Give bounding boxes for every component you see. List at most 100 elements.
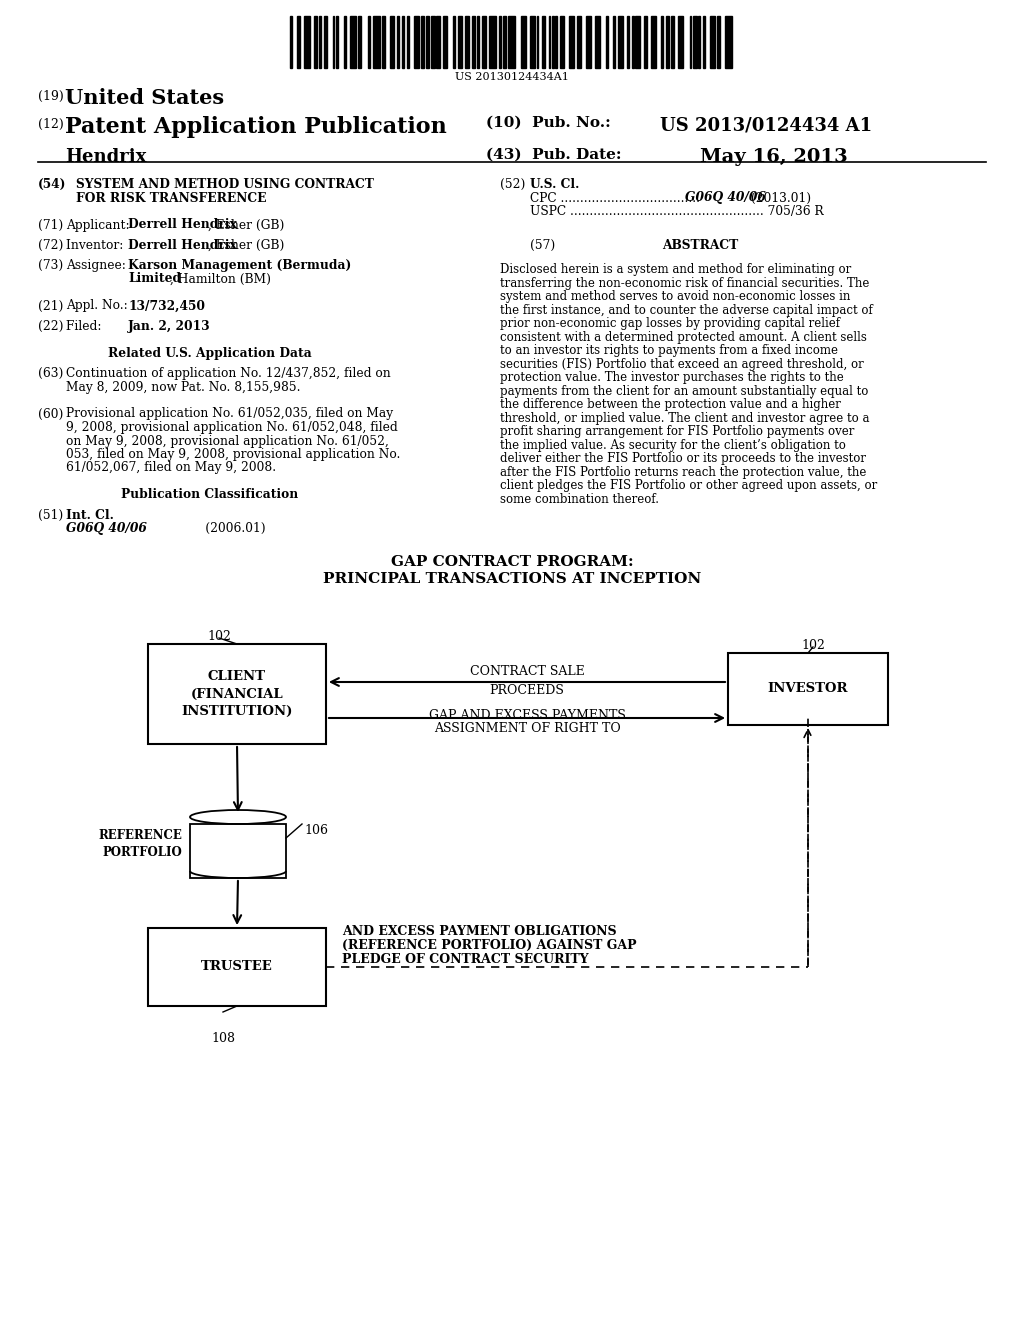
Bar [595, 16, 600, 69]
Text: May 8, 2009, now Pat. No. 8,155,985.: May 8, 2009, now Pat. No. 8,155,985. [66, 380, 300, 393]
Bar [443, 16, 446, 69]
Bar [390, 16, 394, 69]
Text: Applicant:: Applicant: [66, 219, 137, 231]
Text: TRUSTEE: TRUSTEE [201, 961, 272, 974]
Text: (71): (71) [38, 219, 63, 231]
Bar [569, 16, 574, 69]
Bar [336, 16, 338, 69]
Bar [402, 16, 404, 69]
Bar [698, 16, 700, 69]
Bar [555, 16, 557, 69]
Bar [711, 16, 716, 69]
Text: 108: 108 [211, 1032, 234, 1045]
Bar [426, 16, 429, 69]
Bar [678, 16, 683, 69]
Bar [414, 16, 419, 69]
Text: United States: United States [65, 88, 224, 108]
Bar [397, 16, 399, 69]
Text: FOR RISK TRANSFERENCE: FOR RISK TRANSFERENCE [76, 191, 266, 205]
Bar [613, 16, 615, 69]
Text: INVESTOR: INVESTOR [768, 682, 848, 696]
Text: CONTRACT SALE: CONTRACT SALE [470, 665, 585, 678]
Text: Limited: Limited [128, 272, 181, 285]
Bar [290, 16, 292, 69]
Bar [369, 16, 370, 69]
Bar [333, 16, 334, 69]
Text: GAP AND EXCESS PAYMENTS: GAP AND EXCESS PAYMENTS [429, 709, 626, 722]
Text: consistent with a determined protected amount. A client sells: consistent with a determined protected a… [500, 330, 867, 343]
Bar [549, 16, 550, 69]
Text: , Hamilton (BM): , Hamilton (BM) [170, 272, 271, 285]
Text: US 2013/0124434 A1: US 2013/0124434 A1 [660, 116, 872, 135]
Text: Related U.S. Application Data: Related U.S. Application Data [109, 347, 312, 360]
Bar [650, 16, 655, 69]
Text: May 16, 2013: May 16, 2013 [700, 148, 848, 166]
Text: prior non-economic gap losses by providing capital relief: prior non-economic gap losses by providi… [500, 317, 840, 330]
Text: Inventor:: Inventor: [66, 239, 139, 252]
Bar [324, 16, 328, 69]
Text: CLIENT
(FINANCIAL
INSTITUTION): CLIENT (FINANCIAL INSTITUTION) [181, 671, 293, 718]
Bar [349, 16, 356, 69]
Text: G06Q 40/06: G06Q 40/06 [66, 523, 146, 535]
Bar [586, 16, 591, 69]
Bar [717, 16, 721, 69]
Bar [382, 16, 385, 69]
Bar [408, 16, 409, 69]
Text: 106: 106 [304, 824, 328, 837]
Text: 61/052,067, filed on May 9, 2008.: 61/052,067, filed on May 9, 2008. [66, 462, 276, 474]
Text: (72): (72) [38, 239, 63, 252]
Text: Int. Cl.: Int. Cl. [66, 508, 114, 521]
Text: the first instance, and to counter the adverse capital impact of: the first instance, and to counter the a… [500, 304, 872, 317]
Text: 13/732,450: 13/732,450 [128, 300, 205, 313]
Text: Karson Management (Bermuda): Karson Management (Bermuda) [128, 259, 351, 272]
Text: Hendrix: Hendrix [65, 148, 146, 166]
Text: (57): (57) [530, 239, 555, 252]
Text: to an investor its rights to payments from a fixed income: to an investor its rights to payments fr… [500, 345, 838, 356]
Bar [318, 16, 321, 69]
Text: (19): (19) [38, 90, 63, 103]
Text: AND EXCESS PAYMENT OBLIGATIONS: AND EXCESS PAYMENT OBLIGATIONS [342, 925, 616, 939]
Bar [632, 16, 634, 69]
Bar [472, 16, 475, 69]
Text: 102: 102 [207, 630, 231, 643]
Text: (22): (22) [38, 319, 63, 333]
Text: protection value. The investor purchases the rights to the: protection value. The investor purchases… [500, 371, 844, 384]
Text: REFERENCE
PORTFOLIO: REFERENCE PORTFOLIO [98, 829, 182, 859]
Text: 9, 2008, provisional application No. 61/052,048, filed: 9, 2008, provisional application No. 61/… [66, 421, 397, 434]
Text: PRINCIPAL TRANSACTIONS AT INCEPTION: PRINCIPAL TRANSACTIONS AT INCEPTION [323, 572, 701, 586]
Text: (73): (73) [38, 259, 63, 272]
Bar [489, 16, 496, 69]
Bar [690, 16, 691, 69]
Bar [537, 16, 539, 69]
Text: system and method serves to avoid non-economic losses in: system and method serves to avoid non-ec… [500, 290, 850, 304]
Text: G06Q 40/06: G06Q 40/06 [685, 191, 766, 205]
Text: (54): (54) [38, 178, 67, 191]
Text: (10)  Pub. No.:: (10) Pub. No.: [486, 116, 610, 129]
Bar [374, 16, 380, 69]
Bar [666, 16, 670, 69]
Bar [606, 16, 608, 69]
Text: (12): (12) [38, 117, 63, 131]
Bar [344, 16, 346, 69]
Text: ASSIGNMENT OF RIGHT TO: ASSIGNMENT OF RIGHT TO [433, 722, 621, 735]
Text: the implied value. As security for the client’s obligation to: the implied value. As security for the c… [500, 438, 846, 451]
Text: US 20130124434A1: US 20130124434A1 [455, 73, 569, 82]
Bar [578, 16, 581, 69]
Text: PROCEEDS: PROCEEDS [489, 684, 564, 697]
Text: threshold, or implied value. The client and investor agree to a: threshold, or implied value. The client … [500, 412, 869, 425]
Text: , Esher (GB): , Esher (GB) [208, 219, 285, 231]
Text: Continuation of application No. 12/437,852, filed on: Continuation of application No. 12/437,8… [66, 367, 391, 380]
Text: 053, filed on May 9, 2008, provisional application No.: 053, filed on May 9, 2008, provisional a… [66, 447, 400, 461]
Text: GAP CONTRACT PROGRAM:: GAP CONTRACT PROGRAM: [391, 554, 633, 569]
Bar [313, 16, 317, 69]
Text: Jan. 2, 2013: Jan. 2, 2013 [128, 319, 211, 333]
Text: Derrell Hendrix: Derrell Hendrix [128, 219, 237, 231]
Text: transferring the non-economic risk of financial securities. The: transferring the non-economic risk of fi… [500, 277, 869, 289]
Bar [148, 644, 326, 744]
Bar [725, 16, 732, 69]
Bar [542, 16, 545, 69]
Text: Derrell Hendrix: Derrell Hendrix [128, 239, 237, 252]
Bar [529, 16, 535, 69]
Text: Disclosed herein is a system and method for eliminating or: Disclosed herein is a system and method … [500, 263, 851, 276]
Text: CPC ....................................: CPC .................................... [530, 191, 700, 205]
